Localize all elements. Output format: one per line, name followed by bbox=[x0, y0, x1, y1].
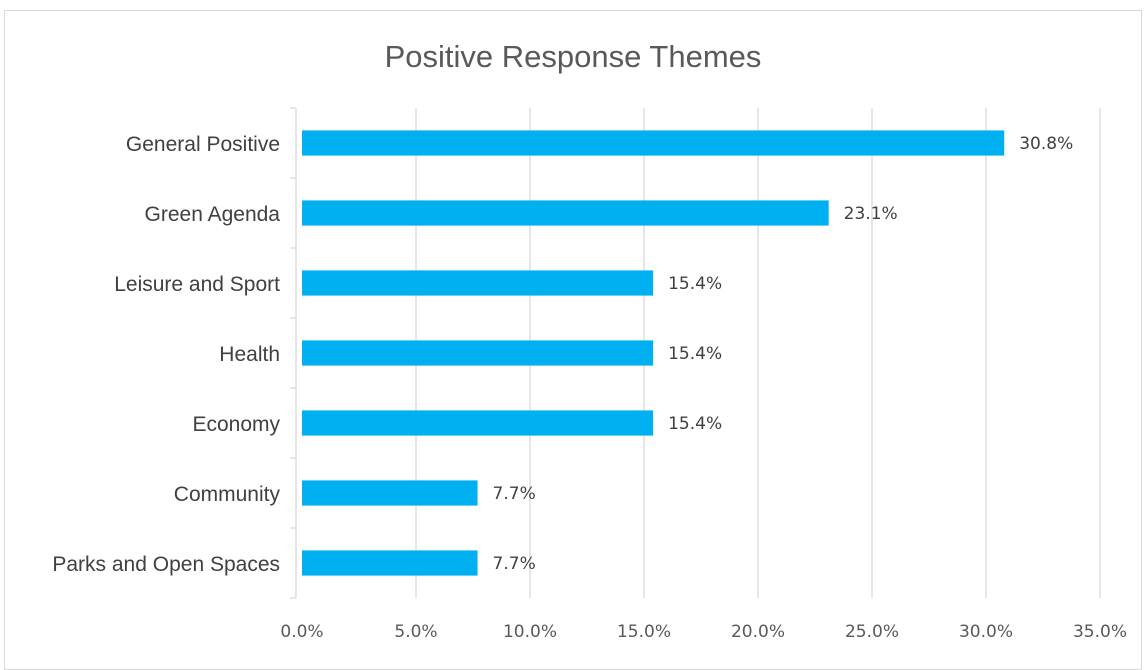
data-label: 15.4% bbox=[668, 274, 722, 294]
x-tick-label: 30.0% bbox=[959, 622, 1013, 642]
data-label: 15.4% bbox=[668, 414, 722, 434]
data-label: 7.7% bbox=[493, 554, 536, 574]
chart-frame bbox=[4, 10, 1142, 670]
x-tick-label: 10.0% bbox=[503, 622, 557, 642]
x-tick-label: 20.0% bbox=[731, 622, 785, 642]
category-label: Parks and Open Spaces bbox=[52, 553, 280, 576]
bar bbox=[302, 410, 654, 436]
category-labels: General Positive Green Agenda Leisure and … bbox=[52, 133, 280, 576]
bar bbox=[302, 340, 654, 366]
bar bbox=[302, 270, 654, 296]
x-tick-label: 5.0% bbox=[394, 622, 437, 642]
x-tick-label: 25.0% bbox=[845, 622, 899, 642]
data-labels: 30.8% 23.1% 15.4% 15.4% 15.4% 7.7% 7.7% bbox=[493, 134, 1074, 574]
bar bbox=[302, 550, 478, 576]
data-label: 7.7% bbox=[493, 484, 536, 504]
bar bbox=[302, 130, 1005, 156]
x-tick-label: 0.0% bbox=[280, 622, 323, 642]
data-label: 15.4% bbox=[668, 344, 722, 364]
category-label: Economy bbox=[192, 413, 280, 436]
category-label: Community bbox=[174, 483, 281, 506]
data-label: 23.1% bbox=[844, 204, 898, 224]
x-tick-label: 35.0% bbox=[1073, 622, 1127, 642]
chart-title: Positive Response Themes bbox=[385, 39, 762, 74]
gridlines bbox=[415, 108, 1101, 598]
category-label: Health bbox=[219, 343, 280, 366]
x-tick-label: 15.0% bbox=[617, 622, 671, 642]
category-label: Green Agenda bbox=[145, 203, 281, 226]
bar bbox=[302, 480, 478, 506]
category-axis bbox=[290, 107, 297, 599]
x-tick-labels: 0.0% 5.0% 10.0% 15.0% 20.0% 25.0% 30.0% 35.0% bbox=[280, 622, 1127, 642]
category-label: General Positive bbox=[126, 133, 280, 156]
bar-chart: Positive Response Themes 30.8% 23.1% 15.4%… bbox=[52, 39, 1127, 642]
bar bbox=[302, 200, 829, 226]
category-label: Leisure and Sport bbox=[114, 273, 280, 296]
bars bbox=[302, 130, 1005, 576]
data-label: 30.8% bbox=[1019, 134, 1073, 154]
